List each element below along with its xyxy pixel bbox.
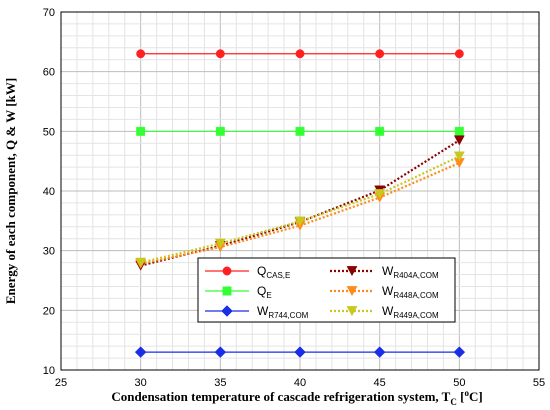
x-axis-title-unit-close: C] [469,389,483,404]
x-axis-title-sub: C [450,397,457,407]
data-point-q_e [295,126,305,136]
data-point-w_r744 [134,346,147,358]
y-tick-label: 60 [43,67,55,79]
data-point-w_r404a [453,135,465,146]
series-q_cas_e [136,49,464,59]
legend-label-sub: E [266,291,271,300]
series-w_r744 [134,346,466,358]
legend-swatch-marker [221,305,233,317]
legend-item-w_r744: WR744,COM [205,304,309,320]
x-tick-label: 40 [294,377,306,389]
x-axis-title-unit-open: [ [457,389,465,404]
data-point-w_r449a [374,189,386,200]
legend-swatch-marker [346,286,358,297]
legend-item-q_cas_e: QCAS,E [205,264,290,280]
y-tick-label: 30 [43,246,55,258]
legend-item-w_r449a: WR449A,COM [330,304,439,320]
data-point-q_e [215,126,225,136]
legend-label: QCAS,E [257,264,290,280]
x-tick-label: 45 [374,377,386,389]
data-point-q_cas_e [454,49,464,59]
legend-label-main: W [382,264,394,278]
y-axis-title: Energy of each component, Q & W [kW] [3,78,18,304]
data-point-q_cas_e [375,49,385,59]
legend: QCAS,EQEWR744,COMWR404A,COMWR448A,COMWR4… [197,257,456,323]
legend-label-main: Q [257,284,266,298]
data-point-w_r449a [294,216,306,227]
legend-label-main: W [382,304,394,318]
legend-label-main: Q [257,264,266,278]
legend-label: WR404A,COM [382,264,439,280]
x-axis-title-main: Condensation temperature of cascade refr… [111,389,450,404]
legend-item-w_r448a: WR448A,COM [330,284,439,300]
legend-label-sub: CAS,E [266,271,290,280]
data-point-q_cas_e [136,49,146,59]
legend-label: QE [257,284,272,300]
data-point-w_r744 [214,346,227,358]
data-point-w_r744 [373,346,386,358]
data-point-w_r744 [294,346,306,358]
y-tick-label: 10 [43,365,55,377]
y-tick-label: 20 [43,305,55,317]
series-q_e [136,126,464,136]
x-tick-label: 35 [214,377,226,389]
data-point-w_r449a [214,238,226,249]
series-w_r449a [135,151,465,268]
legend-label-sub: R449A,COM [393,311,439,320]
x-tick-label: 30 [135,377,147,389]
legend-label-sub: R744,COM [268,311,308,320]
legend-label-main: W [257,304,269,318]
legend-label: WR744,COM [257,304,309,320]
legend-item-q_e: QE [205,284,272,300]
data-point-q_cas_e [215,49,225,59]
legend-swatch-marker [222,266,232,276]
data-point-q_e [454,126,464,136]
x-axis-title: Condensation temperature of cascade refr… [111,388,482,407]
legend-swatch-marker [346,306,358,317]
legend-label: WR449A,COM [382,304,439,320]
x-axis-title-unit-sup: o [464,388,469,398]
y-tick-label: 50 [43,126,55,138]
series-layer [134,49,466,358]
data-point-w_r744 [453,346,466,358]
legend-swatch-marker [346,266,358,277]
data-point-q_e [136,126,146,136]
legend-label-sub: R448A,COM [393,291,439,300]
legend-label: WR448A,COM [382,284,439,300]
data-point-q_cas_e [295,49,305,59]
y-tick-label: 40 [43,186,55,198]
x-tick-label: 50 [453,377,465,389]
x-tick-label: 25 [55,377,67,389]
legend-swatch-marker [222,286,232,296]
x-tick-label: 55 [533,377,545,389]
data-point-q_e [375,126,385,136]
legend-label-main: W [382,284,394,298]
y-tick-label: 70 [43,7,55,19]
series-line-w_r448a [140,161,460,265]
plot-area-frame [60,11,540,371]
data-point-w_r449a [453,151,465,162]
legend-item-w_r404a: WR404A,COM [330,264,439,280]
axis-ticks: 25 30 35 40 45 50 55 10 20 30 40 50 60 70 [43,7,545,389]
legend-label-sub: R404A,COM [393,271,439,280]
data-point-w_r449a [135,257,147,268]
